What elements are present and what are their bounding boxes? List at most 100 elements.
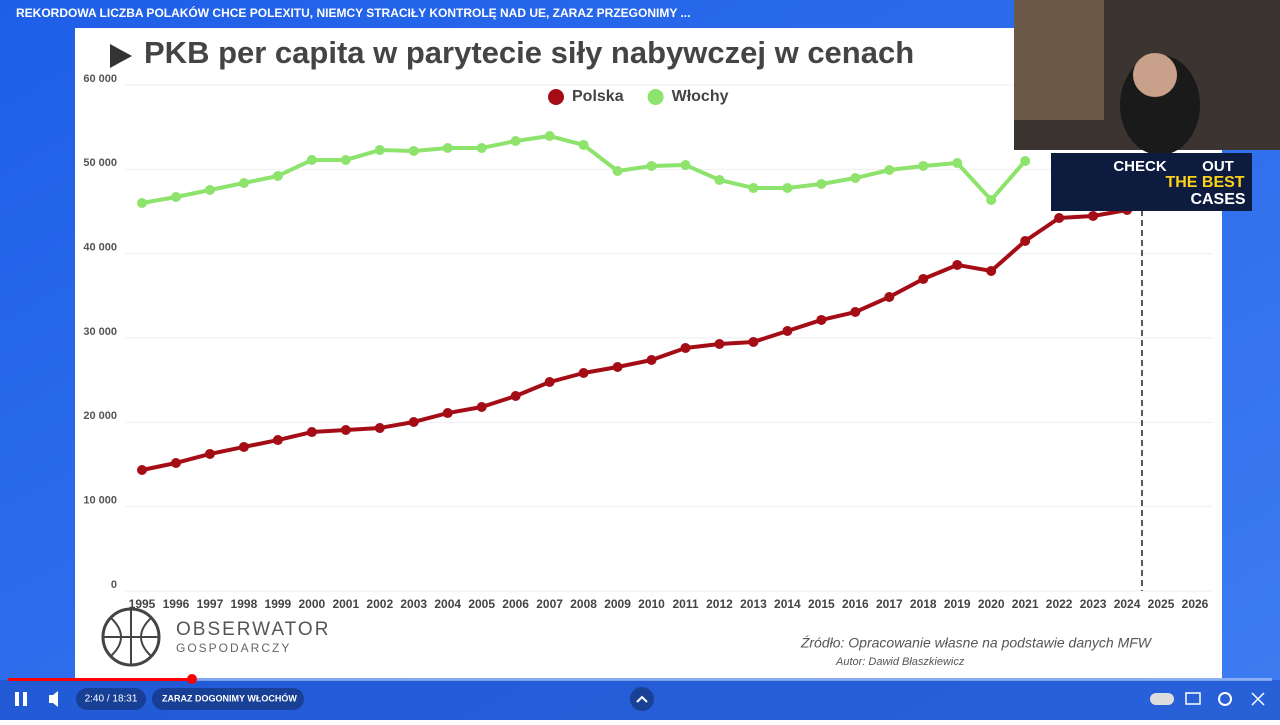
point <box>137 197 147 208</box>
point <box>748 182 759 193</box>
x-tick-label: 2014 <box>774 597 801 611</box>
x-tick-label: 2012 <box>706 597 733 611</box>
point <box>816 179 827 190</box>
video-title: REKORDOWA LICZBA POLAKÓW CHCE POLEXITU, … <box>16 5 690 20</box>
x-tick-label: 2016 <box>842 597 869 611</box>
point <box>782 326 793 337</box>
ad-text: OUT <box>1202 158 1234 175</box>
point <box>374 422 385 433</box>
x-tick-label: 2023 <box>1080 597 1107 611</box>
point <box>646 355 657 366</box>
expand-button[interactable] <box>630 687 654 711</box>
y-tick-label: 30 000 <box>83 326 117 338</box>
x-tick-label: 2018 <box>910 597 937 611</box>
point <box>204 184 215 195</box>
point <box>612 166 623 177</box>
time: 2:40 / 18:31 <box>85 694 138 705</box>
time-pill <box>76 688 146 710</box>
title-arrow <box>110 44 132 68</box>
point <box>680 342 691 353</box>
x-tick-label: 2002 <box>366 597 393 611</box>
x-tick-label: 2001 <box>332 597 359 611</box>
point <box>952 259 963 270</box>
point <box>238 441 249 452</box>
x-tick-label: 1996 <box>163 597 190 611</box>
point <box>748 336 759 347</box>
x-tick-label: 2009 <box>604 597 631 611</box>
point <box>476 142 487 153</box>
point <box>714 174 725 185</box>
source: Źródło: Opracowanie własne na podstawie … <box>800 635 1153 651</box>
ad-text: CHECK <box>1113 158 1167 175</box>
point <box>306 154 317 165</box>
point <box>1054 212 1065 223</box>
point <box>918 273 929 284</box>
point <box>1020 236 1031 247</box>
point <box>272 170 283 181</box>
point <box>170 191 181 202</box>
x-tick-label: 2025 <box>1148 597 1175 611</box>
point <box>340 154 351 165</box>
point <box>170 457 181 468</box>
x-tick-label: 2021 <box>1012 597 1039 611</box>
x-tick-label: 2024 <box>1114 597 1141 611</box>
x-tick-label: 2003 <box>400 597 427 611</box>
settings-button[interactable] <box>1218 692 1232 706</box>
point <box>918 160 929 171</box>
x-tick-label: 2022 <box>1046 597 1073 611</box>
logo-sub: GOSPODARCZY <box>176 641 291 655</box>
logo-lines <box>103 609 159 665</box>
expand-icon <box>636 695 648 703</box>
point <box>510 391 521 402</box>
autoplay-toggle[interactable] <box>1150 693 1174 705</box>
x-tick-label: 2000 <box>298 597 325 611</box>
x-tick-label: 2015 <box>808 597 835 611</box>
chapter: ZARAZ DOGONIMY WŁOCHÓW <box>162 692 297 703</box>
progress-track[interactable] <box>8 678 1272 681</box>
x-tick-label: 1998 <box>231 597 258 611</box>
ad-banner[interactable] <box>1051 153 1252 211</box>
point <box>1020 155 1031 166</box>
y-tick-label: 10 000 <box>83 495 117 507</box>
point <box>272 435 283 446</box>
x-tick-label: 2017 <box>876 597 903 611</box>
x-tick-label: 2004 <box>434 597 461 611</box>
x-tick-label: 1997 <box>197 597 224 611</box>
subtitles-button[interactable] <box>1185 692 1201 705</box>
logo-name: OBSERWATOR <box>176 619 330 640</box>
y-tick-label: 50 000 <box>83 157 117 169</box>
point <box>137 464 147 475</box>
point <box>238 177 249 188</box>
x-tick-label: 2007 <box>536 597 563 611</box>
point <box>544 377 555 388</box>
legend-label: Włochy <box>672 88 729 105</box>
x-tick-label: 2006 <box>502 597 529 611</box>
volume-button[interactable] <box>49 691 58 707</box>
point <box>510 135 521 146</box>
point <box>986 194 997 205</box>
point <box>816 314 827 325</box>
y-tick-label: 20 000 <box>83 410 117 422</box>
point <box>680 160 691 171</box>
pause-button[interactable] <box>15 692 27 706</box>
progress-thumb[interactable] <box>187 674 197 684</box>
webcam-window <box>1014 0 1104 120</box>
fullscreen-button[interactable] <box>1251 692 1265 706</box>
chart-title: PKB per capita w parytecie siły nabywcze… <box>144 35 914 70</box>
ad-text: THE BEST <box>1165 174 1244 191</box>
x-tick-label: 2010 <box>638 597 665 611</box>
point <box>782 182 793 193</box>
point <box>952 158 963 169</box>
point <box>612 362 623 373</box>
y-tick-label: 0 <box>111 579 117 591</box>
legend-swatch <box>548 89 564 105</box>
x-tick-label: 2019 <box>944 597 971 611</box>
legend-label: Polska <box>572 88 624 105</box>
point <box>578 367 589 378</box>
x-tick-label: 1999 <box>265 597 292 611</box>
point <box>442 408 453 419</box>
point <box>850 173 861 184</box>
point <box>986 265 997 276</box>
chapter-pill[interactable] <box>152 688 304 710</box>
